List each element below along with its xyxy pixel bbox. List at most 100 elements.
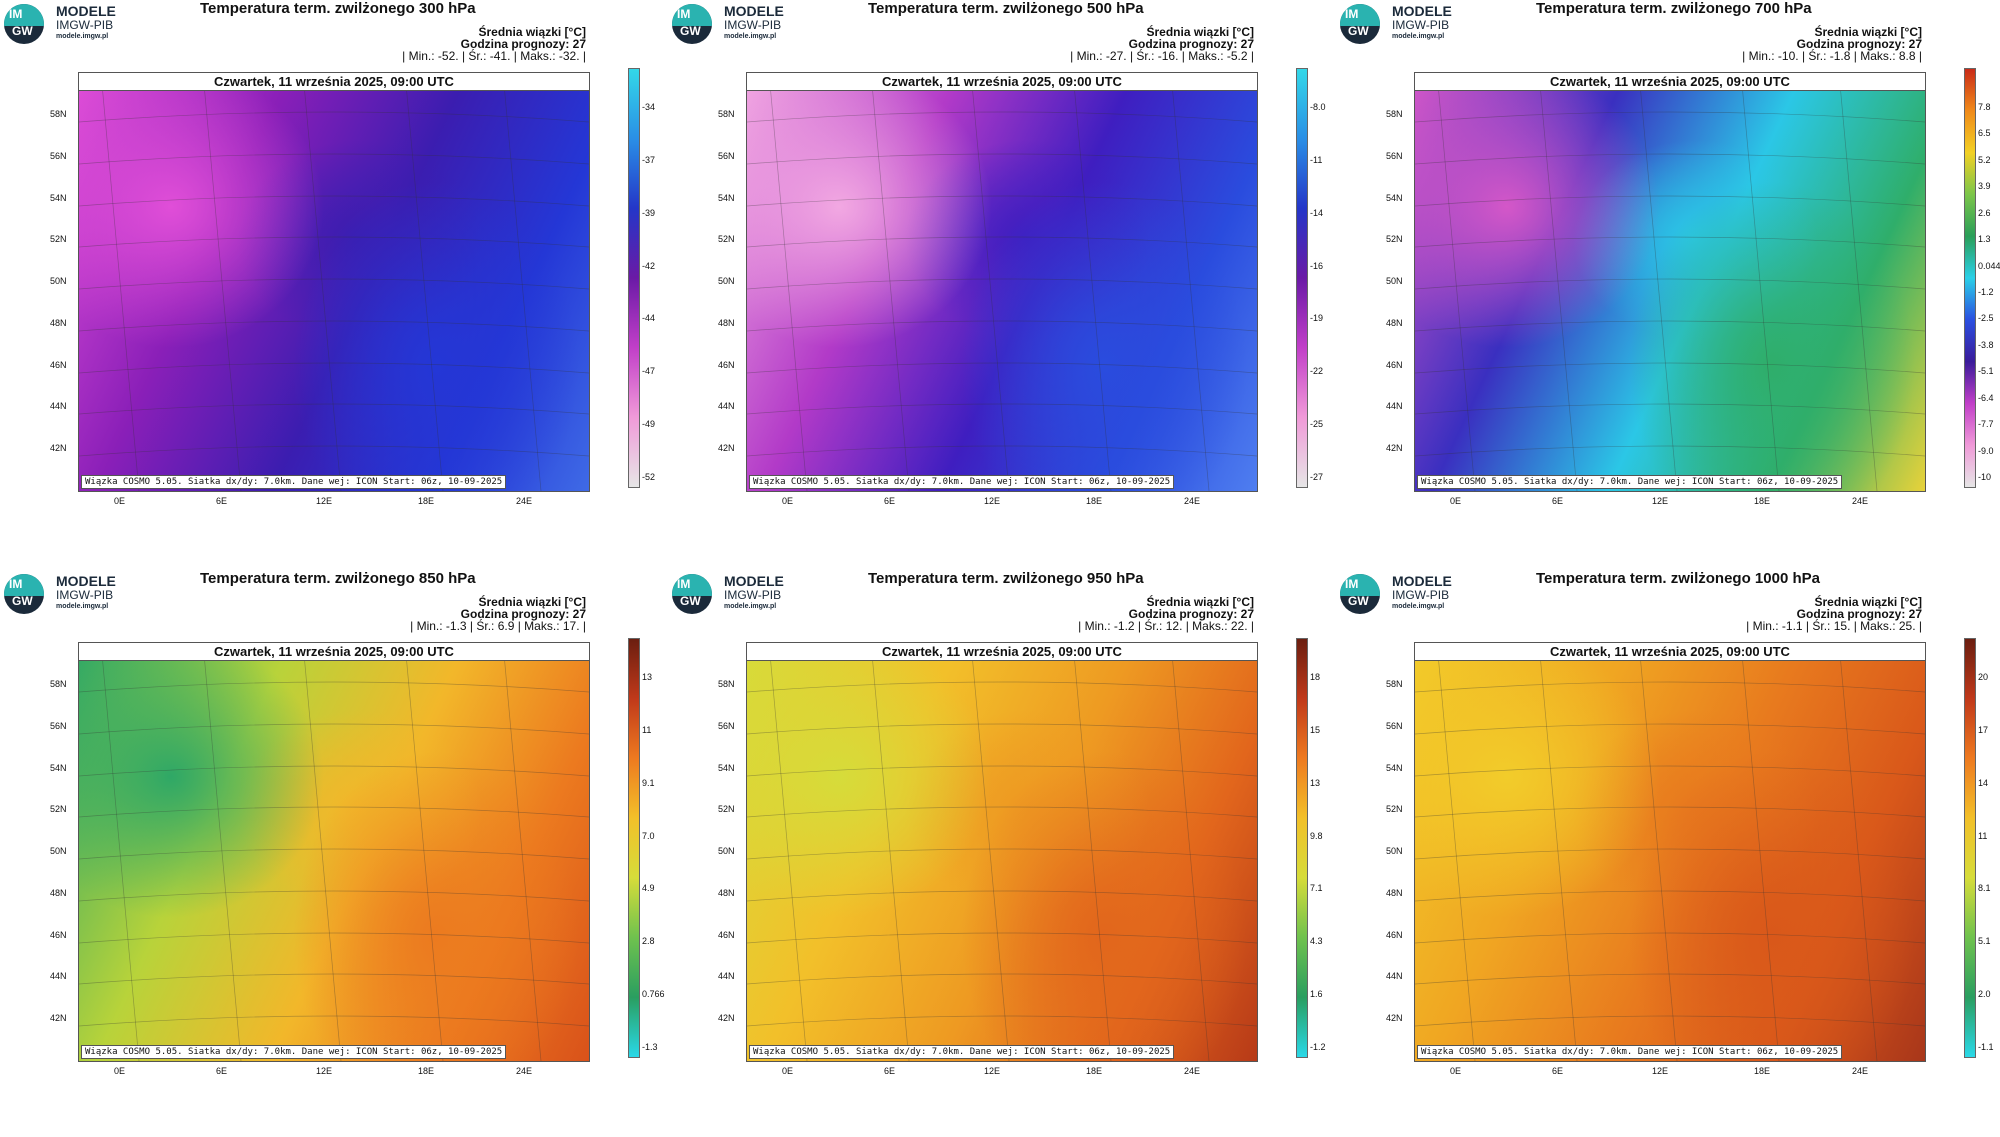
lon-label: 6E — [1552, 496, 1564, 506]
colorbar-tick: -47 — [642, 366, 656, 377]
lat-label: 58N — [50, 109, 67, 119]
colorbar-tick: -1.2 — [1310, 1042, 1326, 1052]
model-credit: Wiązka COSMO 5.05. Siatka dx/dy: 7.0km. … — [1417, 1045, 1843, 1059]
forecast-hour: Godzina prognozy: 27 — [460, 37, 586, 51]
colorbar-tick: 6.5 — [1978, 128, 1991, 139]
logo-mark-teal — [1340, 4, 1380, 26]
logo-mark-bottom: GW — [680, 594, 701, 608]
map-panel: IM GW MODELE IMGW-PIB modele.imgw.pl Temperat… — [668, 570, 1334, 1130]
panel-title: Temperatura term. zwilżonego 950 hPa — [868, 570, 1144, 587]
lon-label: 12E — [316, 1066, 333, 1076]
colorbar-tick: 2.0 — [1978, 989, 1991, 1000]
lon-label: 12E — [984, 496, 1001, 506]
map-panel: IM GW MODELE IMGW-PIB modele.imgw.pl Temperat… — [0, 570, 666, 1130]
graticule-lines — [79, 73, 589, 491]
stats-line: | Min.: -27. | Śr.: -16. | Maks.: -5.2 | — [1070, 49, 1254, 63]
colorbar-tick: 7.8 — [1978, 102, 1991, 112]
lat-label: 54N — [50, 763, 67, 773]
lon-label: 12E — [1652, 1066, 1669, 1076]
lat-label: 54N — [50, 193, 67, 203]
brand-url: modele.imgw.pl — [1392, 33, 1445, 40]
map-area: Czwartek, 11 września 2025, 09:00 UTC Wią… — [1414, 72, 1926, 492]
logo-mark-teal — [672, 574, 712, 596]
lon-label: 24E — [1184, 496, 1201, 506]
lat-label: 58N — [718, 679, 735, 689]
colorbar — [1964, 638, 1976, 1058]
graticule-lines — [1415, 73, 1925, 491]
logo-mark-top: IM — [9, 7, 23, 21]
lon-label: 0E — [1450, 496, 1462, 506]
brand-sub: IMGW-PIB — [56, 18, 114, 32]
lat-label: 58N — [50, 679, 67, 689]
model-credit: Wiązka COSMO 5.05. Siatka dx/dy: 7.0km. … — [1417, 475, 1843, 489]
brand-name: MODELE — [724, 573, 784, 589]
colorbar-tick: -44 — [642, 313, 656, 324]
model-credit: Wiązka COSMO 5.05. Siatka dx/dy: 7.0km. … — [749, 1045, 1175, 1059]
lon-label: 6E — [216, 1066, 228, 1076]
stats-title: Średnia wiązki [°C] — [478, 595, 587, 609]
colorbar-tick: -6.4 — [1978, 392, 1994, 403]
lat-label: 52N — [1386, 234, 1403, 244]
brand-sub: IMGW-PIB — [724, 588, 782, 602]
temperature-field — [747, 643, 1257, 1061]
colorbar-tick: 20 — [1978, 672, 1989, 682]
stats-title: Średnia wiązki [°C] — [1146, 25, 1255, 39]
map-area: Czwartek, 11 września 2025, 09:00 UTC Wią… — [1414, 642, 1926, 1062]
logo-mark-icon: IM GW — [1340, 574, 1380, 614]
stats-line: | Min.: -52. | Śr.: -41. | Maks.: -32. | — [402, 49, 586, 63]
logo-mark-bottom: GW — [12, 24, 33, 38]
colorbar-tick: 13 — [1310, 777, 1321, 788]
colorbar-tick: 2.8 — [642, 936, 655, 947]
map-area: Czwartek, 11 września 2025, 09:00 UTC Wią… — [78, 642, 590, 1062]
stats-title: Średnia wiązki [°C] — [1146, 595, 1255, 609]
colorbar-tick: -2.5 — [1978, 313, 1994, 324]
logo: IM GW MODELE IMGW-PIB modele.imgw.pl — [672, 4, 822, 44]
lat-label: 42N — [50, 443, 67, 453]
logo-mark-top: IM — [677, 7, 691, 21]
map-area: Czwartek, 11 września 2025, 09:00 UTC Wią… — [746, 642, 1258, 1062]
stats-block: Średnia wiązki [°C] Godzina prognozy: 27 |… — [1742, 26, 1922, 62]
colorbar-tick: -3.8 — [1978, 339, 1994, 350]
logo-mark-teal — [1340, 574, 1380, 596]
colorbar-tick: 8.1 — [1978, 883, 1991, 894]
stats-title: Średnia wiązki [°C] — [478, 25, 587, 39]
temperature-field — [1415, 643, 1925, 1061]
lat-label: 52N — [1386, 804, 1403, 814]
colorbar-tick: 3.9 — [1978, 181, 1991, 192]
forecast-hour: Godzina prognozy: 27 — [460, 607, 586, 621]
graticule-lines — [1415, 643, 1925, 1061]
logo-mark-bottom: GW — [1348, 594, 1369, 608]
panel-title: Temperatura term. zwilżonego 500 hPa — [868, 0, 1144, 17]
colorbar — [628, 68, 640, 488]
colorbar — [1296, 638, 1308, 1058]
colorbar-tick: -11 — [1310, 154, 1323, 165]
map-date-line: Czwartek, 11 września 2025, 09:00 UTC — [747, 73, 1257, 91]
colorbar-tick: -49 — [642, 419, 656, 430]
lat-label: 52N — [50, 234, 67, 244]
colorbar-tick: -5.1 — [1978, 366, 1994, 377]
lon-label: 12E — [1652, 496, 1669, 506]
colorbar-tick: -1.1 — [1978, 1042, 1994, 1052]
map-date-line: Czwartek, 11 września 2025, 09:00 UTC — [747, 643, 1257, 661]
brand-name: MODELE — [56, 573, 116, 589]
logo-mark-icon: IM GW — [4, 4, 44, 44]
logo-text: MODELE IMGW-PIB modele.imgw.pl — [56, 574, 116, 611]
brand-name: MODELE — [56, 3, 116, 19]
colorbar-tick: 1.3 — [1978, 234, 1991, 245]
colorbar-tick: -1.2 — [1978, 287, 1994, 297]
logo-text: MODELE IMGW-PIB modele.imgw.pl — [724, 4, 784, 41]
graticule-lines — [747, 643, 1257, 1061]
logo: IM GW MODELE IMGW-PIB modele.imgw.pl — [1340, 4, 1490, 44]
lat-label: 48N — [1386, 318, 1403, 328]
map-panel: IM GW MODELE IMGW-PIB modele.imgw.pl Temperat… — [1336, 570, 2000, 1130]
lat-label: 46N — [718, 360, 735, 370]
colorbar-tick: -8.0 — [1310, 102, 1326, 112]
lon-label: 6E — [884, 1066, 896, 1076]
stats-title: Średnia wiązki [°C] — [1814, 595, 1923, 609]
model-credit: Wiązka COSMO 5.05. Siatka dx/dy: 7.0km. … — [749, 475, 1175, 489]
lat-label: 54N — [1386, 193, 1403, 203]
lat-label: 54N — [718, 193, 735, 203]
logo-text: MODELE IMGW-PIB modele.imgw.pl — [724, 574, 784, 611]
lon-label: 18E — [418, 496, 435, 506]
lon-label: 6E — [884, 496, 896, 506]
